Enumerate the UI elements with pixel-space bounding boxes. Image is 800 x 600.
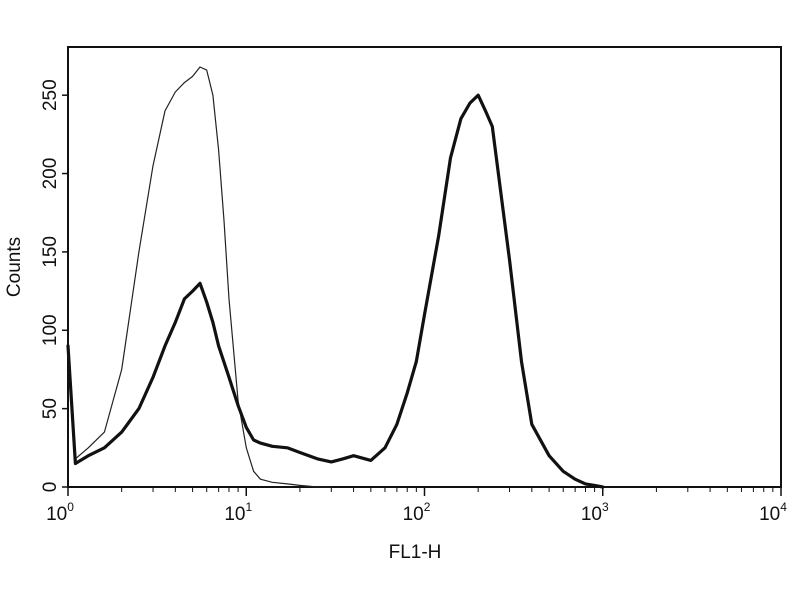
x-tick-exponent: 3 <box>602 500 609 514</box>
y-tick-label: 250 <box>40 79 61 111</box>
x-tick-label: 104 <box>759 500 787 525</box>
x-tick-exponent: 1 <box>245 500 252 514</box>
y-tick-label: 50 <box>40 398 61 419</box>
y-axis: 0 50 100 150 200 250 <box>40 79 68 492</box>
plot-frame <box>67 46 782 488</box>
x-axis-title: FL1-H <box>389 542 442 563</box>
x-tick-base: 10 <box>759 504 780 525</box>
histogram-series-thick <box>66 93 605 489</box>
x-tick-base: 10 <box>581 504 602 525</box>
x-tick-base: 10 <box>46 504 67 525</box>
x-tick-base: 10 <box>224 504 245 525</box>
x-tick-exponent: 4 <box>780 500 787 514</box>
x-tick-label: 102 <box>403 500 431 525</box>
x-tick-label: 100 <box>46 500 74 525</box>
x-tick-label: 101 <box>224 500 252 525</box>
y-axis-title: Counts <box>4 237 25 297</box>
y-tick-label: 150 <box>40 236 61 268</box>
series-layer <box>66 66 605 489</box>
x-tick-label: 103 <box>581 500 609 525</box>
x-tick-exponent: 0 <box>67 500 74 514</box>
x-axis: 100 101 102 103 104 <box>46 487 787 525</box>
x-tick-base: 10 <box>403 504 424 525</box>
y-tick-label: 200 <box>40 158 61 190</box>
y-tick-label: 0 <box>40 482 61 493</box>
x-tick-exponent: 2 <box>424 500 431 514</box>
histogram-series-thin <box>67 66 332 488</box>
y-tick-label: 100 <box>40 314 61 346</box>
